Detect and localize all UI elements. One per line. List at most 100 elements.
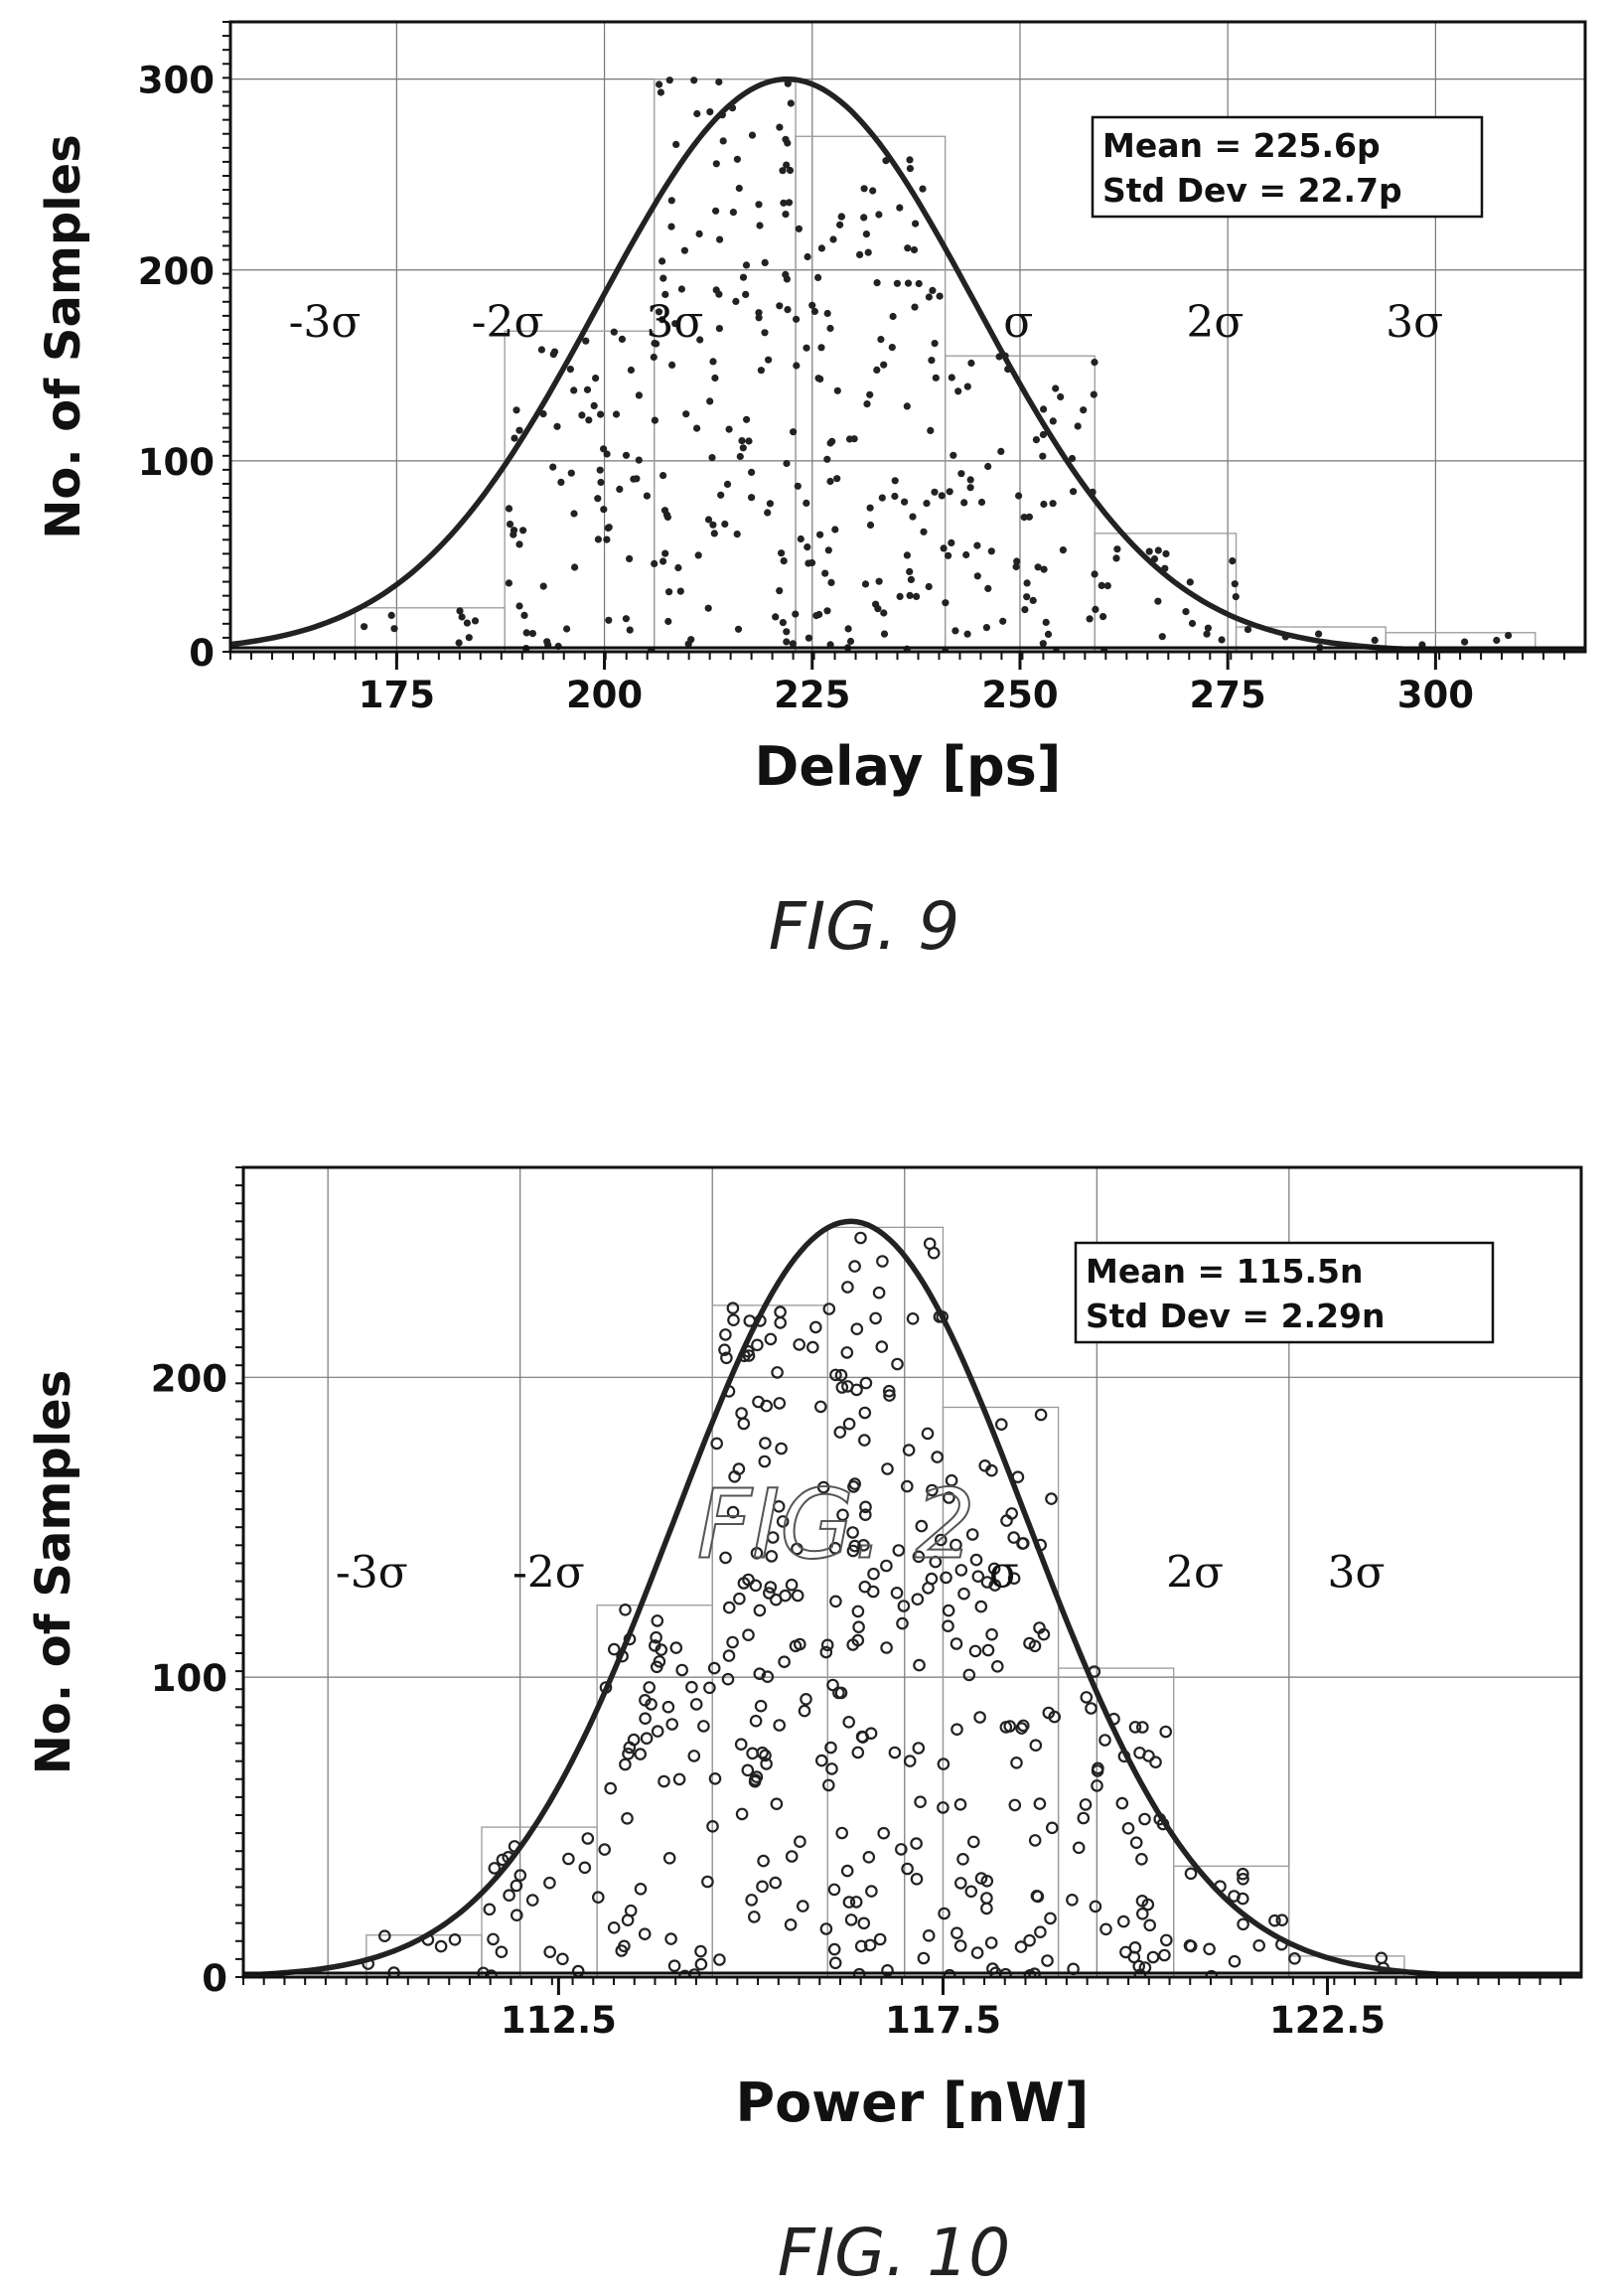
sample-dot	[997, 447, 1005, 455]
sample-dot	[659, 557, 667, 565]
sample-dot	[630, 475, 638, 483]
sample-dot	[776, 302, 784, 310]
sample-dot	[1046, 1821, 1059, 1835]
sample-dot	[769, 1876, 782, 1890]
sample-dot	[755, 309, 763, 317]
sample-dot	[1013, 557, 1021, 565]
sample-dot	[842, 1716, 855, 1729]
sample-dot	[1086, 615, 1094, 623]
sample-dot	[940, 1571, 952, 1585]
sample-dot	[650, 353, 658, 362]
sample-dot	[539, 410, 547, 418]
sample-dot	[725, 425, 733, 433]
sample-dot	[1044, 630, 1053, 639]
sigma-label: -2σ	[512, 1548, 585, 1599]
sample-dot	[841, 1380, 854, 1393]
sigma-labels: -3σ -2σ 3σ σ 2σ 3σ	[289, 297, 1444, 348]
sample-dot	[821, 1778, 835, 1792]
sample-dot	[687, 636, 695, 644]
sample-dot	[664, 617, 672, 626]
sample-dot	[915, 1519, 929, 1533]
sample-dot	[549, 463, 557, 471]
sample-dot	[1091, 359, 1098, 367]
sample-dot	[862, 1851, 876, 1864]
sample-dot	[932, 374, 940, 382]
sample-dot	[377, 1929, 391, 1942]
histogram-bar	[826, 1226, 945, 1978]
sample-dot	[1029, 596, 1037, 605]
sample-dot	[826, 324, 834, 333]
sample-dot	[659, 472, 667, 480]
sample-dot	[912, 1742, 926, 1755]
sample-dot	[966, 1835, 980, 1849]
sample-dot	[634, 1748, 647, 1760]
sample-dot	[753, 1604, 767, 1617]
sample-dot	[875, 1340, 889, 1353]
sample-dot	[756, 222, 764, 230]
sample-dot	[999, 1721, 1013, 1734]
plot-frame	[241, 1165, 1583, 1979]
sample-dot	[721, 1672, 735, 1686]
sample-dot	[741, 1763, 755, 1777]
sample-dot	[634, 1883, 648, 1896]
sample-dot	[600, 506, 608, 514]
sample-dot	[562, 1852, 575, 1866]
sample-dot	[1077, 1811, 1091, 1825]
sample-dot	[704, 604, 712, 612]
sample-dot	[1000, 1514, 1013, 1527]
sample-dot	[922, 1929, 936, 1942]
sample-dot	[711, 374, 719, 383]
sample-dot	[537, 346, 546, 354]
sample-dot	[848, 1477, 861, 1490]
sample-dot	[940, 544, 948, 552]
sample-dot	[945, 551, 952, 559]
sample-dot	[733, 1592, 746, 1606]
sample-dot	[619, 1758, 632, 1771]
sample-dot	[662, 1852, 676, 1865]
sample-dot	[1014, 1940, 1028, 1953]
sample-dot	[931, 340, 939, 348]
sample-dot	[471, 617, 480, 625]
sample-dot	[710, 530, 718, 537]
sample-dot	[1034, 563, 1042, 571]
axis-ticks	[235, 1166, 1562, 1995]
sample-dot	[892, 1544, 906, 1557]
sample-dot	[780, 199, 788, 207]
sample-dot	[825, 1762, 838, 1775]
sample-dot	[638, 1927, 652, 1940]
sample-dot	[869, 187, 877, 195]
sample-dot	[945, 1473, 958, 1487]
sample-dot	[857, 1539, 870, 1552]
sample-dot	[855, 1730, 869, 1744]
sample-dot	[722, 1649, 736, 1662]
sample-dot	[1132, 1959, 1145, 1973]
sample-dot	[745, 437, 753, 445]
sample-dot	[712, 286, 720, 294]
sample-dot	[1030, 1890, 1044, 1903]
sample-dot	[1461, 638, 1469, 646]
sample-dot	[912, 1550, 926, 1564]
sample-dot	[748, 1774, 762, 1788]
sample-dot	[880, 1559, 893, 1573]
sample-dot	[1129, 1836, 1143, 1849]
sample-dot	[1052, 384, 1060, 392]
sample-dot	[844, 625, 852, 633]
sample-dot	[729, 209, 738, 217]
sample-dot	[387, 611, 395, 620]
sample-dot	[896, 1616, 909, 1630]
sample-dot	[828, 1542, 842, 1555]
sample-dot	[804, 252, 811, 261]
y-tick-label: 0	[202, 1957, 227, 2000]
sample-dot	[942, 599, 950, 607]
chart-2: -3σ -2σ σ 2σ 3σ FIG. 2 Mean = 115.5n Std Dev = …	[26, 1165, 1583, 2291]
sample-dot	[888, 1746, 902, 1760]
sample-dot	[943, 1491, 955, 1504]
sample-dot	[672, 140, 680, 148]
sample-dot	[728, 1470, 741, 1483]
sample-dot	[689, 1698, 703, 1711]
sample-dot	[962, 550, 970, 559]
sample-dot	[836, 221, 844, 229]
sample-dot	[663, 513, 672, 522]
sample-dot	[585, 416, 593, 424]
sample-dot	[966, 476, 974, 484]
